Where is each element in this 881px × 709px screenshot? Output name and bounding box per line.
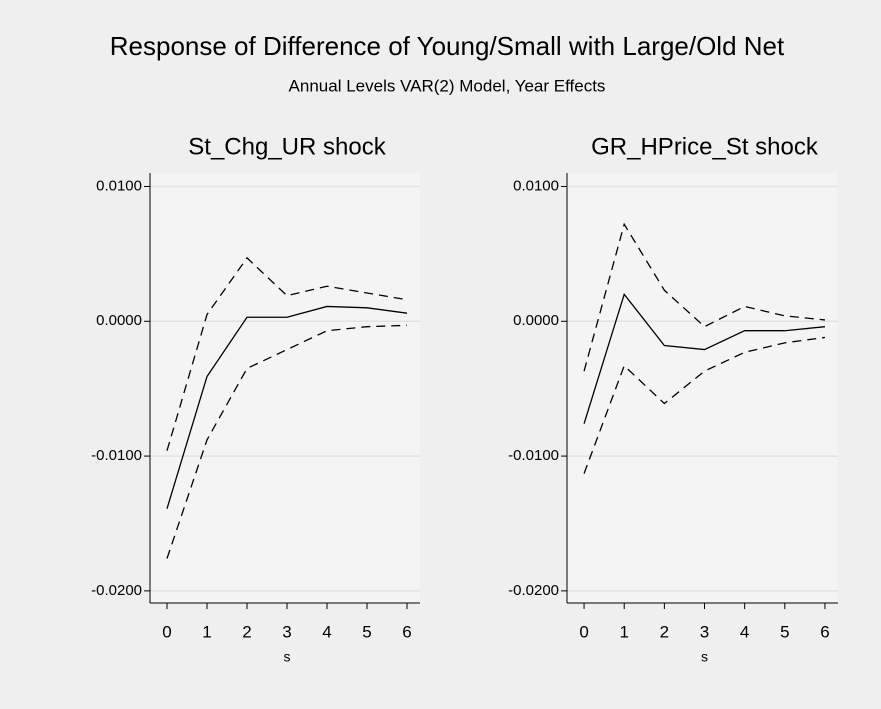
- x-tick-label: 4: [322, 622, 331, 641]
- x-axis-label: s: [284, 649, 291, 665]
- chart-subtitle: Annual Levels VAR(2) Model, Year Effects: [289, 76, 606, 95]
- y-tick-label: -0.0100: [91, 447, 142, 464]
- x-axis-label: s: [701, 649, 708, 665]
- x-tick-label: 0: [162, 622, 171, 641]
- panel-title: St_Chg_UR shock: [188, 133, 386, 160]
- series-line: [166, 305, 408, 509]
- plot-area: [567, 173, 838, 603]
- y-tick-label: -0.0200: [91, 582, 142, 599]
- x-tick-label: 5: [362, 622, 371, 641]
- x-tick-label: 3: [700, 622, 709, 641]
- panel-title: GR_HPrice_St shock: [591, 133, 819, 160]
- chart-title: Response of Difference of Young/Small wi…: [110, 31, 785, 61]
- series-line: [583, 292, 826, 424]
- x-tick-label: 2: [242, 622, 251, 641]
- x-tick-label: 1: [202, 622, 211, 641]
- x-tick-label: 5: [780, 622, 789, 641]
- y-tick-label: -0.0100: [508, 447, 559, 464]
- x-tick-label: 3: [282, 622, 291, 641]
- x-tick-label: 6: [402, 622, 411, 641]
- x-tick-label: 0: [579, 622, 588, 641]
- plot-area: [150, 173, 420, 603]
- y-tick-label: 0.0000: [96, 312, 142, 329]
- series-line: [583, 336, 826, 474]
- x-tick-label: 6: [820, 622, 829, 641]
- x-tick-label: 1: [619, 622, 628, 641]
- x-tick-label: 2: [660, 622, 669, 641]
- series-line: [583, 222, 826, 372]
- y-tick-label: -0.0200: [508, 582, 559, 599]
- x-tick-label: 4: [740, 622, 749, 641]
- y-tick-label: 0.0100: [96, 177, 142, 194]
- series-line: [166, 324, 408, 559]
- series-line: [166, 256, 408, 451]
- y-tick-label: 0.0100: [513, 177, 559, 194]
- y-tick-label: 0.0000: [513, 312, 559, 329]
